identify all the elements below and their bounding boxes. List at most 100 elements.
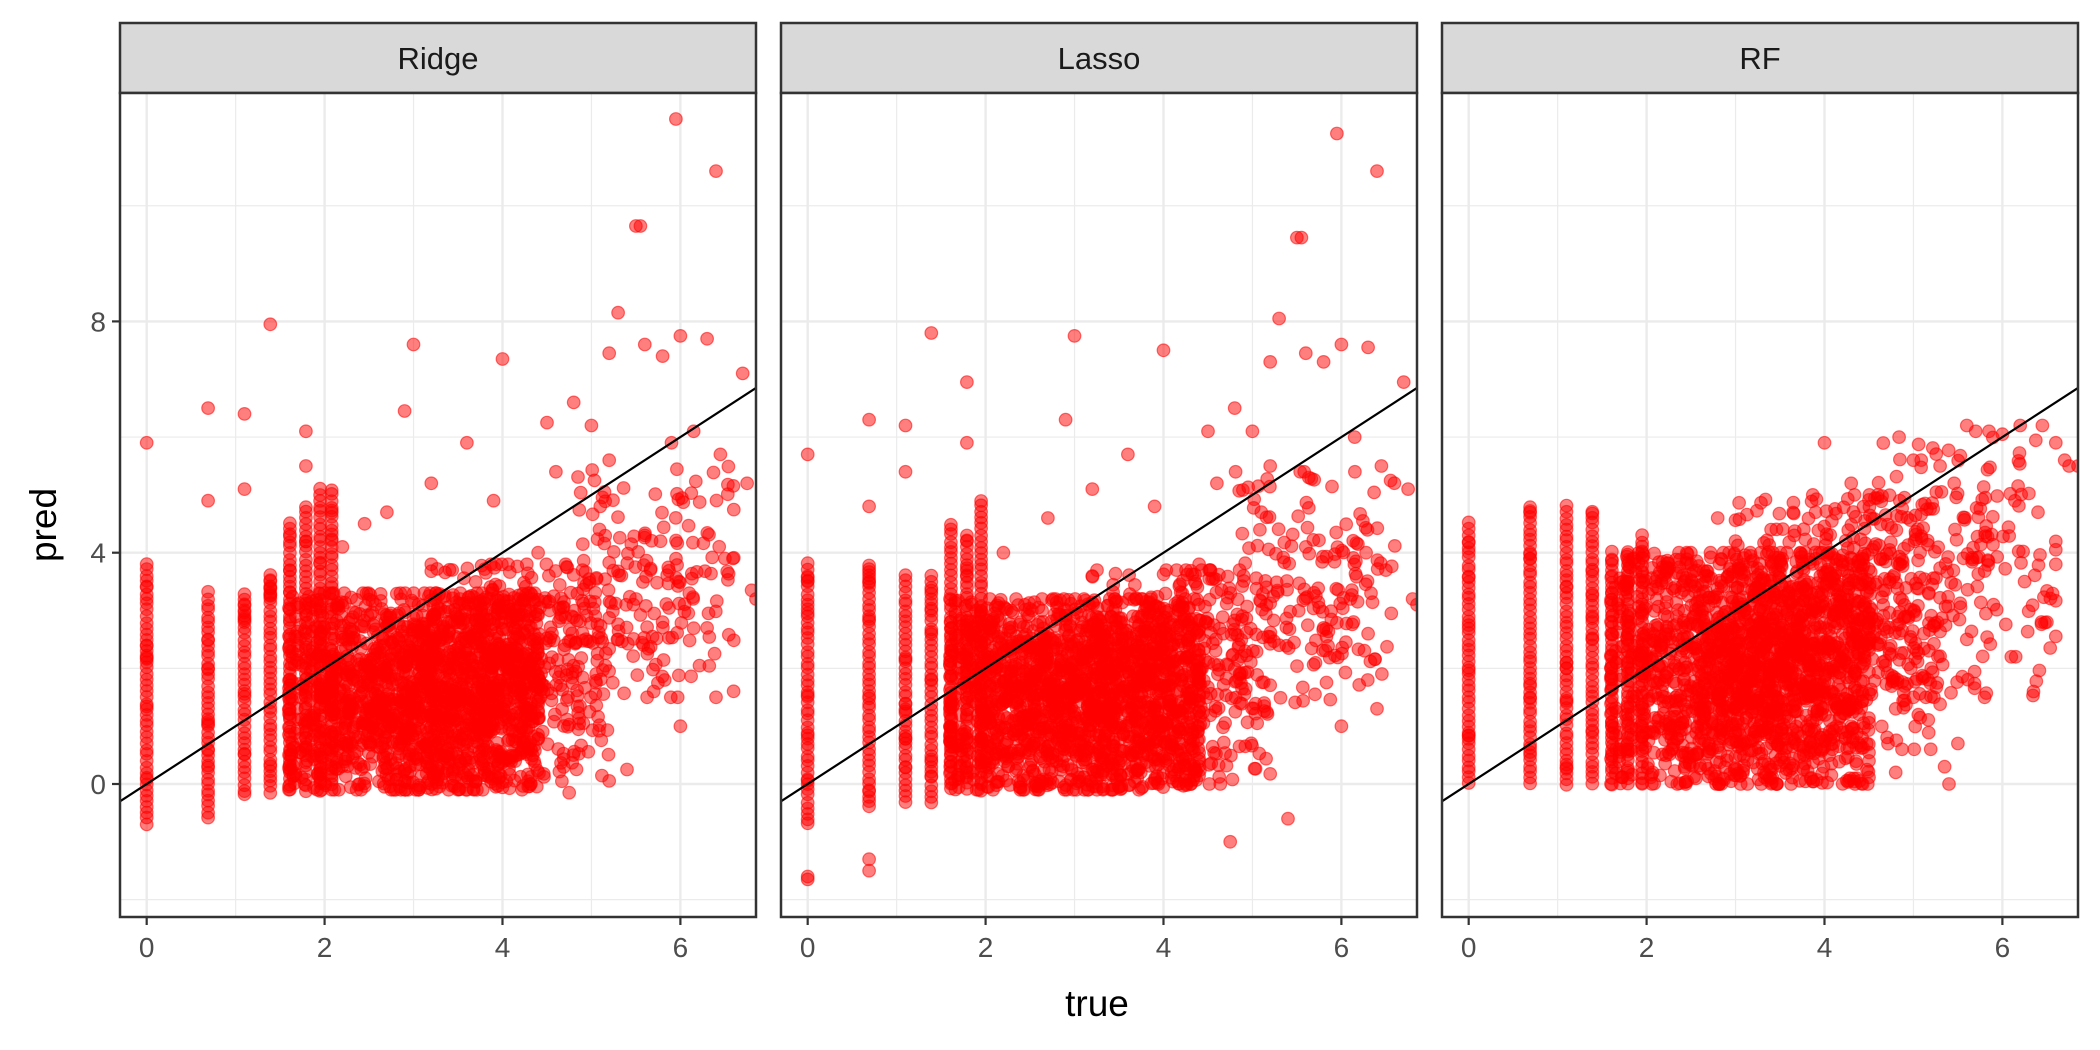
data-point	[413, 722, 428, 737]
data-point	[606, 604, 620, 619]
data-point	[636, 575, 650, 589]
data-point	[682, 633, 697, 648]
data-point	[639, 553, 654, 568]
data-point	[474, 602, 489, 616]
data-point	[379, 665, 394, 680]
data-point	[979, 692, 994, 707]
data-point	[726, 684, 741, 699]
data-point	[519, 557, 534, 572]
data-point	[502, 565, 517, 579]
points-lasso	[800, 126, 1417, 887]
data-point	[475, 782, 490, 797]
data-point	[965, 597, 979, 612]
data-point	[969, 634, 984, 649]
data-point	[558, 557, 573, 572]
data-point	[427, 748, 442, 762]
data-point	[991, 683, 1005, 698]
data-point	[700, 621, 714, 635]
data-point	[495, 352, 510, 366]
data-point	[530, 647, 545, 661]
data-point	[951, 780, 966, 795]
data-point	[568, 636, 583, 651]
data-point	[237, 407, 252, 421]
data-point	[504, 607, 519, 621]
data-point	[329, 613, 344, 628]
data-point	[960, 534, 974, 548]
data-point	[461, 747, 475, 761]
data-point	[490, 601, 505, 615]
data-point	[696, 536, 711, 551]
data-point	[1007, 727, 1021, 742]
data-point	[800, 728, 815, 743]
data-point	[707, 646, 722, 661]
data-point	[1023, 760, 1037, 775]
data-point	[943, 734, 957, 748]
data-point	[621, 546, 635, 561]
data-point	[924, 583, 939, 598]
data-point	[602, 453, 617, 468]
data-point	[1059, 696, 1073, 711]
data-point	[358, 707, 373, 722]
data-point	[490, 636, 504, 651]
data-point	[749, 592, 756, 606]
data-point	[575, 563, 590, 577]
data-point	[518, 579, 533, 594]
data-point	[952, 641, 966, 655]
data-point	[322, 677, 336, 691]
data-point	[570, 689, 585, 703]
data-point	[338, 595, 352, 610]
data-point	[997, 692, 1012, 707]
data-point	[1064, 762, 1079, 776]
data-point	[295, 712, 309, 727]
data-point	[427, 769, 442, 784]
data-point	[800, 688, 815, 702]
data-point	[335, 630, 350, 645]
data-point	[898, 729, 913, 743]
data-point	[542, 568, 556, 583]
data-point	[709, 164, 723, 179]
data-point	[637, 528, 652, 543]
data-point	[448, 769, 463, 784]
data-point	[563, 585, 578, 600]
data-point	[1016, 773, 1031, 788]
data-point	[924, 673, 939, 688]
data-point	[456, 656, 471, 671]
data-point	[283, 529, 297, 544]
data-point	[581, 744, 596, 759]
data-point	[342, 703, 356, 718]
data-point	[709, 493, 724, 508]
data-point	[571, 722, 586, 737]
data-point	[966, 652, 981, 667]
data-point	[681, 518, 696, 533]
data-point	[424, 557, 439, 572]
data-point	[562, 622, 577, 637]
data-point	[425, 644, 440, 658]
data-point	[477, 762, 492, 777]
data-point	[442, 562, 457, 577]
data-point	[512, 674, 526, 689]
data-point	[560, 712, 574, 727]
data-point	[466, 626, 481, 641]
data-point	[639, 599, 653, 613]
data-point	[440, 725, 454, 740]
data-point	[655, 505, 669, 520]
data-point	[543, 630, 558, 645]
data-point	[282, 601, 296, 616]
data-point	[708, 604, 723, 619]
data-point	[1069, 782, 1084, 797]
data-point	[496, 622, 510, 637]
data-point	[485, 708, 500, 722]
data-point	[349, 744, 364, 759]
data-point	[428, 592, 443, 607]
data-point	[611, 510, 625, 524]
data-point	[1108, 566, 1123, 581]
data-point	[713, 447, 728, 462]
data-point	[312, 586, 326, 601]
data-point	[569, 762, 584, 777]
data-point	[201, 661, 216, 676]
data-point	[630, 668, 645, 682]
data-point	[548, 707, 562, 722]
points-ridge	[139, 112, 756, 832]
y-tick-label: 4	[90, 538, 106, 569]
